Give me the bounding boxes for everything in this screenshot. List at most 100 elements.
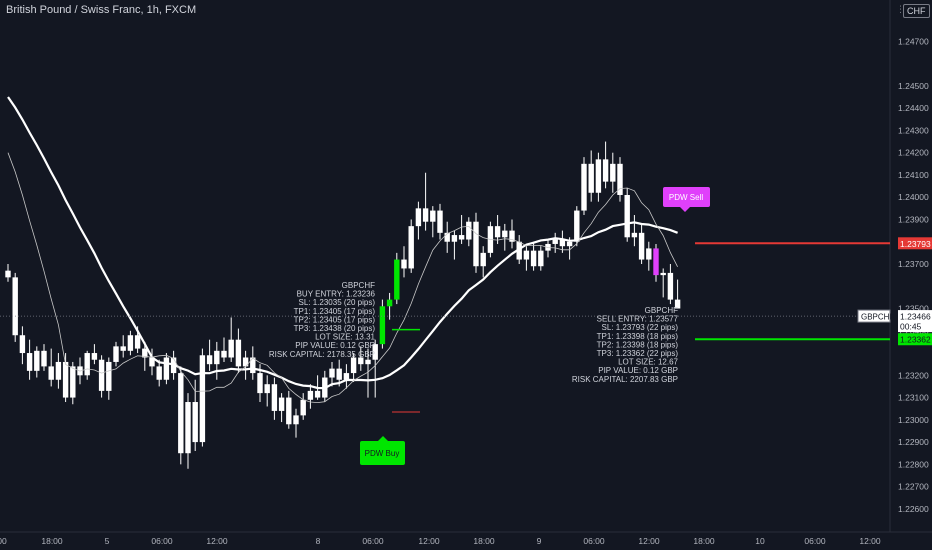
candle-body <box>34 350 40 371</box>
candle-body <box>19 335 26 354</box>
candle <box>545 239 551 258</box>
candle-body <box>221 350 227 358</box>
candle-body <box>206 355 213 365</box>
candle <box>451 230 458 260</box>
candle-body <box>430 210 436 222</box>
x-tick-label: 8 <box>316 536 321 546</box>
candle <box>343 364 350 389</box>
candle-body <box>408 226 414 269</box>
x-tick-label: 00 <box>0 536 7 546</box>
buy-label-bg <box>360 441 405 465</box>
candle-body <box>480 252 486 267</box>
candle <box>480 246 486 278</box>
buy-info-block-line: TP1: 1.23405 (17 pips) <box>294 307 376 316</box>
candle-body <box>646 248 652 260</box>
y-tick-label: 1.24500 <box>898 81 929 91</box>
sell-info-block-line: TP2: 1.23398 (18 pips) <box>597 340 679 349</box>
symbol-tag: GBPCHF <box>857 309 894 323</box>
candle-body <box>437 210 443 233</box>
candle-body <box>674 299 681 309</box>
take-profit-price-tag-bg <box>898 333 932 346</box>
candle-body <box>401 259 407 269</box>
candle-body <box>602 159 609 182</box>
candle <box>602 141 609 189</box>
candle <box>624 188 630 242</box>
y-tick-label: 1.23000 <box>898 415 929 425</box>
candle <box>120 335 126 358</box>
candle-body <box>329 368 335 378</box>
candle-body <box>120 346 126 351</box>
x-tick-label: 18:00 <box>41 536 63 546</box>
y-tick-label: 1.22700 <box>898 482 929 492</box>
candle <box>530 241 537 271</box>
candle <box>185 393 191 469</box>
sell-label-bg <box>663 187 710 207</box>
candle-body <box>55 361 62 380</box>
candle-body <box>415 208 422 227</box>
buy-info-block-line: RISK CAPITAL: 2178.35 GBP <box>269 350 375 359</box>
candle-body <box>473 221 479 267</box>
candle <box>98 355 105 398</box>
y-tick-label: 1.24200 <box>898 148 929 158</box>
candle <box>408 219 414 273</box>
candle-body <box>394 259 400 300</box>
candle <box>379 299 386 349</box>
y-tick-label: 1.24700 <box>898 36 929 46</box>
candle-body <box>293 415 299 425</box>
buy-info-block-line: TP2: 1.23405 (17 pips) <box>294 315 376 324</box>
candle <box>502 223 508 251</box>
candle-body <box>386 299 393 307</box>
candle-body <box>444 232 450 242</box>
take-profit-price-tag: 1.23362 <box>898 333 932 346</box>
candle <box>437 203 443 240</box>
candle-body <box>350 357 357 374</box>
y-tick-label: 1.23500 <box>898 304 929 314</box>
candle-body <box>286 397 292 425</box>
candle <box>538 246 544 271</box>
candle <box>415 201 422 240</box>
candle-body <box>617 163 623 195</box>
sell-info-block-line: TP3: 1.23362 (22 pips) <box>597 349 679 358</box>
candle <box>34 346 40 378</box>
x-tick-label: 12:00 <box>859 536 881 546</box>
candle <box>523 246 530 271</box>
candle-body <box>336 368 342 380</box>
candle <box>221 337 227 362</box>
candle-body <box>581 163 587 211</box>
stop-loss-price-tag-text: 1.23793 <box>900 239 931 249</box>
candle-body <box>48 366 54 380</box>
candle-body <box>134 335 141 349</box>
sell-signal-label: PDW Sell <box>663 187 710 212</box>
candle-body <box>62 361 69 398</box>
buy-info-block-line: GBPCHF <box>342 281 375 290</box>
candle <box>271 377 278 420</box>
candle-body <box>250 357 256 374</box>
stop-loss-price-tag: 1.23793 <box>898 237 932 250</box>
candle <box>127 330 134 356</box>
candle <box>48 348 54 387</box>
candle-body <box>494 226 501 238</box>
short-moving-average-line <box>7 152 678 404</box>
sell-info-block-line: SELL ENTRY: 1.23577 <box>597 315 679 324</box>
candle-body <box>365 359 371 365</box>
candle-body <box>314 390 321 398</box>
candle-body <box>41 350 47 367</box>
candle-body <box>264 384 270 394</box>
candle <box>41 344 47 371</box>
sell-info-block-line: TP1: 1.23398 (18 pips) <box>597 332 679 341</box>
x-tick-label: 06:00 <box>151 536 173 546</box>
candle <box>300 393 306 420</box>
y-tick-label: 1.22800 <box>898 459 929 469</box>
candle-body <box>660 272 666 276</box>
candle <box>674 279 681 309</box>
x-tick-label: 18:00 <box>693 536 715 546</box>
currency-badge[interactable]: CHF <box>903 4 930 18</box>
candle <box>264 375 270 407</box>
currency-menu-icon[interactable]: ⋮ <box>896 4 905 14</box>
candle <box>113 341 119 367</box>
candle <box>106 357 112 400</box>
candle <box>192 379 198 451</box>
candle <box>631 215 638 247</box>
